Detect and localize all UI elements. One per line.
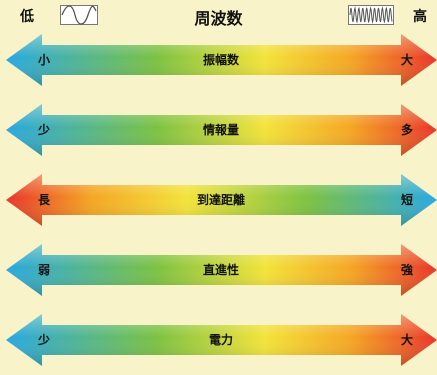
arrow-name-label: 直進性 [203, 262, 239, 277]
arrow-2: 少 情報量 多 [6, 104, 437, 156]
arrow-shading [6, 104, 437, 156]
arrow-shading [6, 174, 437, 226]
arrow-shading [6, 244, 437, 296]
arrow-left-label: 小 [38, 52, 50, 67]
arrow-name-label: 振幅数 [203, 52, 240, 67]
arrow-1: 小 振幅数 大 [6, 34, 437, 86]
arrow-left-label: 弱 [38, 262, 50, 277]
arrow-right-label: 多 [401, 122, 413, 137]
arrow-name-label: 電力 [209, 332, 233, 347]
arrow-left-label: 少 [37, 332, 50, 347]
arrow-5: 少 電力 大 [6, 314, 437, 366]
arrow-right-label: 短 [401, 192, 413, 207]
arrow-right-label: 強 [401, 262, 413, 277]
arrow-name-label: 到達距離 [197, 192, 245, 207]
high-frequency-label: 高 [413, 9, 427, 25]
sine-wave-high-frequency-icon [348, 5, 394, 25]
sine-wave-low-frequency-icon [60, 5, 98, 25]
arrow-name-label: 情報量 [203, 122, 239, 137]
arrow-right-label: 大 [401, 52, 413, 67]
diagram-title: 周波数 [194, 9, 243, 28]
arrow-right-label: 大 [401, 332, 413, 347]
arrow-shading [6, 34, 437, 86]
arrow-left-label: 少 [37, 122, 50, 137]
arrow-shading [6, 314, 437, 366]
arrow-4: 弱 直進性 強 [6, 244, 437, 296]
low-frequency-label: 低 [20, 9, 34, 25]
header: 低 周波数 高 [0, 0, 437, 34]
arrow-3: 長 到達距離 短 [6, 174, 437, 226]
arrow-left-label: 長 [38, 192, 51, 207]
